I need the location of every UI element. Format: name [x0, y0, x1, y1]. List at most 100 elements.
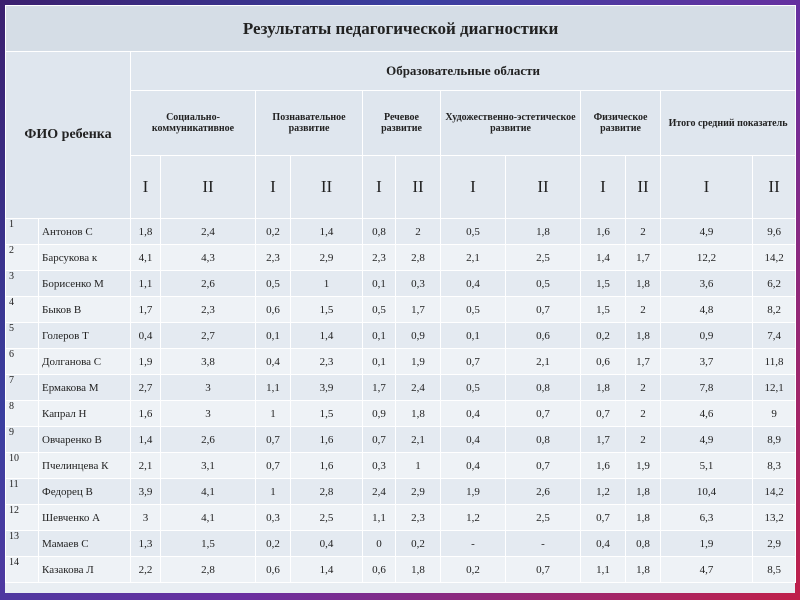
row-number: 10: [5, 452, 39, 479]
score-cell: 1,5: [290, 400, 363, 427]
row-number: 13: [5, 530, 39, 557]
row-number: 8: [5, 400, 39, 427]
score-cell: 0,4: [440, 452, 506, 479]
child-name: Пчелинцева К: [38, 452, 131, 479]
score-cell: 3,6: [660, 270, 753, 297]
score-cell: 0,4: [290, 530, 363, 557]
score-cell: 1,8: [130, 218, 161, 245]
row-number: 3: [5, 270, 39, 297]
row-number: 12: [5, 504, 39, 531]
score-cell: 2,6: [160, 270, 256, 297]
period-header: I: [255, 155, 291, 219]
child-name: Казакова Л: [38, 556, 131, 583]
score-cell: 7,4: [751, 322, 797, 349]
score-cell: 1,8: [395, 400, 441, 427]
score-cell: 4,6: [660, 400, 753, 427]
score-cell: 2,7: [160, 322, 256, 349]
score-cell: 1,8: [625, 270, 661, 297]
score-cell: 0,5: [440, 374, 506, 401]
child-name: Капрал Н: [38, 400, 131, 427]
score-cell: 1,9: [130, 348, 161, 375]
score-cell: 1,1: [580, 556, 626, 583]
score-cell: 3,9: [130, 478, 161, 505]
score-cell: 2,8: [290, 478, 363, 505]
score-cell: 7,8: [660, 374, 753, 401]
score-cell: 2: [625, 426, 661, 453]
data-row: 6 Долганова С 1,9 3,8 0,4 2,3 0,1 1,9 0,7 2,1 0,6 1…: [5, 348, 797, 375]
score-cell: 1,5: [160, 530, 256, 557]
score-cell: 2,3: [255, 244, 291, 271]
score-cell: 2: [625, 400, 661, 427]
score-cell: 0,5: [440, 218, 506, 245]
score-cell: 0,6: [505, 322, 581, 349]
results-table: Результаты педагогической диагностики ФИ…: [4, 5, 797, 583]
row-number: 1: [5, 218, 39, 245]
score-cell: 8,2: [751, 296, 797, 323]
score-cell: 2: [625, 218, 661, 245]
subject-header: Социально-коммуникативное: [130, 90, 256, 156]
score-cell: 2,5: [290, 504, 363, 531]
score-cell: 9,6: [751, 218, 797, 245]
score-cell: 0,7: [580, 504, 626, 531]
period-header: I: [440, 155, 506, 219]
score-cell: 0,4: [130, 322, 161, 349]
period-row: I II I II I II I II I II I II: [6, 155, 797, 219]
score-cell: 12,1: [751, 374, 797, 401]
row-number: 4: [5, 296, 39, 323]
score-cell: 0,1: [362, 322, 396, 349]
score-cell: 1: [255, 478, 291, 505]
score-cell: 4,1: [160, 504, 256, 531]
row-number: 7: [5, 374, 39, 401]
score-cell: 1,8: [625, 478, 661, 505]
score-cell: 1,9: [660, 530, 753, 557]
score-cell: 2,4: [362, 478, 396, 505]
score-cell: 2,5: [505, 244, 581, 271]
data-row: 3 Борисенко М 1,1 2,6 0,5 1 0,1 0,3 0,4 0,5 1,5 1,8…: [5, 270, 797, 297]
score-cell: 2,9: [395, 478, 441, 505]
score-cell: 2,8: [160, 556, 256, 583]
score-cell: 0,4: [255, 348, 291, 375]
score-cell: 0,6: [580, 348, 626, 375]
score-cell: 0,1: [362, 348, 396, 375]
score-cell: 2,3: [362, 244, 396, 271]
score-cell: 1: [255, 400, 291, 427]
score-cell: 0,2: [255, 530, 291, 557]
period-header: II: [290, 155, 363, 219]
score-cell: 1,7: [580, 426, 626, 453]
score-cell: -: [505, 530, 581, 557]
score-cell: 12,2: [660, 244, 753, 271]
row-number: 9: [5, 426, 39, 453]
child-name: Овчаренко В: [38, 426, 131, 453]
score-cell: 0,8: [625, 530, 661, 557]
score-cell: 4,1: [160, 478, 256, 505]
score-cell: 1,5: [290, 296, 363, 323]
score-cell: 2,1: [395, 426, 441, 453]
score-cell: 2,6: [505, 478, 581, 505]
score-cell: 0,7: [440, 348, 506, 375]
child-name: Ермакова М: [38, 374, 131, 401]
score-cell: 8,9: [751, 426, 797, 453]
score-cell: 4,8: [660, 296, 753, 323]
score-cell: 4,7: [660, 556, 753, 583]
score-cell: 3: [160, 400, 256, 427]
score-cell: 0,3: [395, 270, 441, 297]
score-cell: 0,4: [440, 270, 506, 297]
score-cell: 14,2: [751, 244, 797, 271]
data-row: 12 Шевченко А 3 4,1 0,3 2,5 1,1 2,3 1,2 2,5 0,7 1,8…: [5, 504, 797, 531]
score-cell: 1,4: [290, 322, 363, 349]
row-number: 2: [5, 244, 39, 271]
score-cell: 0,7: [362, 426, 396, 453]
score-cell: 1,4: [290, 556, 363, 583]
score-cell: 2,4: [160, 218, 256, 245]
score-cell: 1,8: [625, 322, 661, 349]
period-header: I: [362, 155, 396, 219]
score-cell: 8,3: [751, 452, 797, 479]
data-row: 4 Быков В 1,7 2,3 0,6 1,5 0,5 1,7 0,5 0,7 1,5 2 4,8 8…: [5, 296, 797, 323]
score-cell: 0,1: [255, 322, 291, 349]
score-cell: 1: [290, 270, 363, 297]
child-name: Антонов С: [38, 218, 131, 245]
score-cell: 1,6: [580, 218, 626, 245]
score-cell: 1,3: [130, 530, 161, 557]
score-cell: 14,2: [751, 478, 797, 505]
